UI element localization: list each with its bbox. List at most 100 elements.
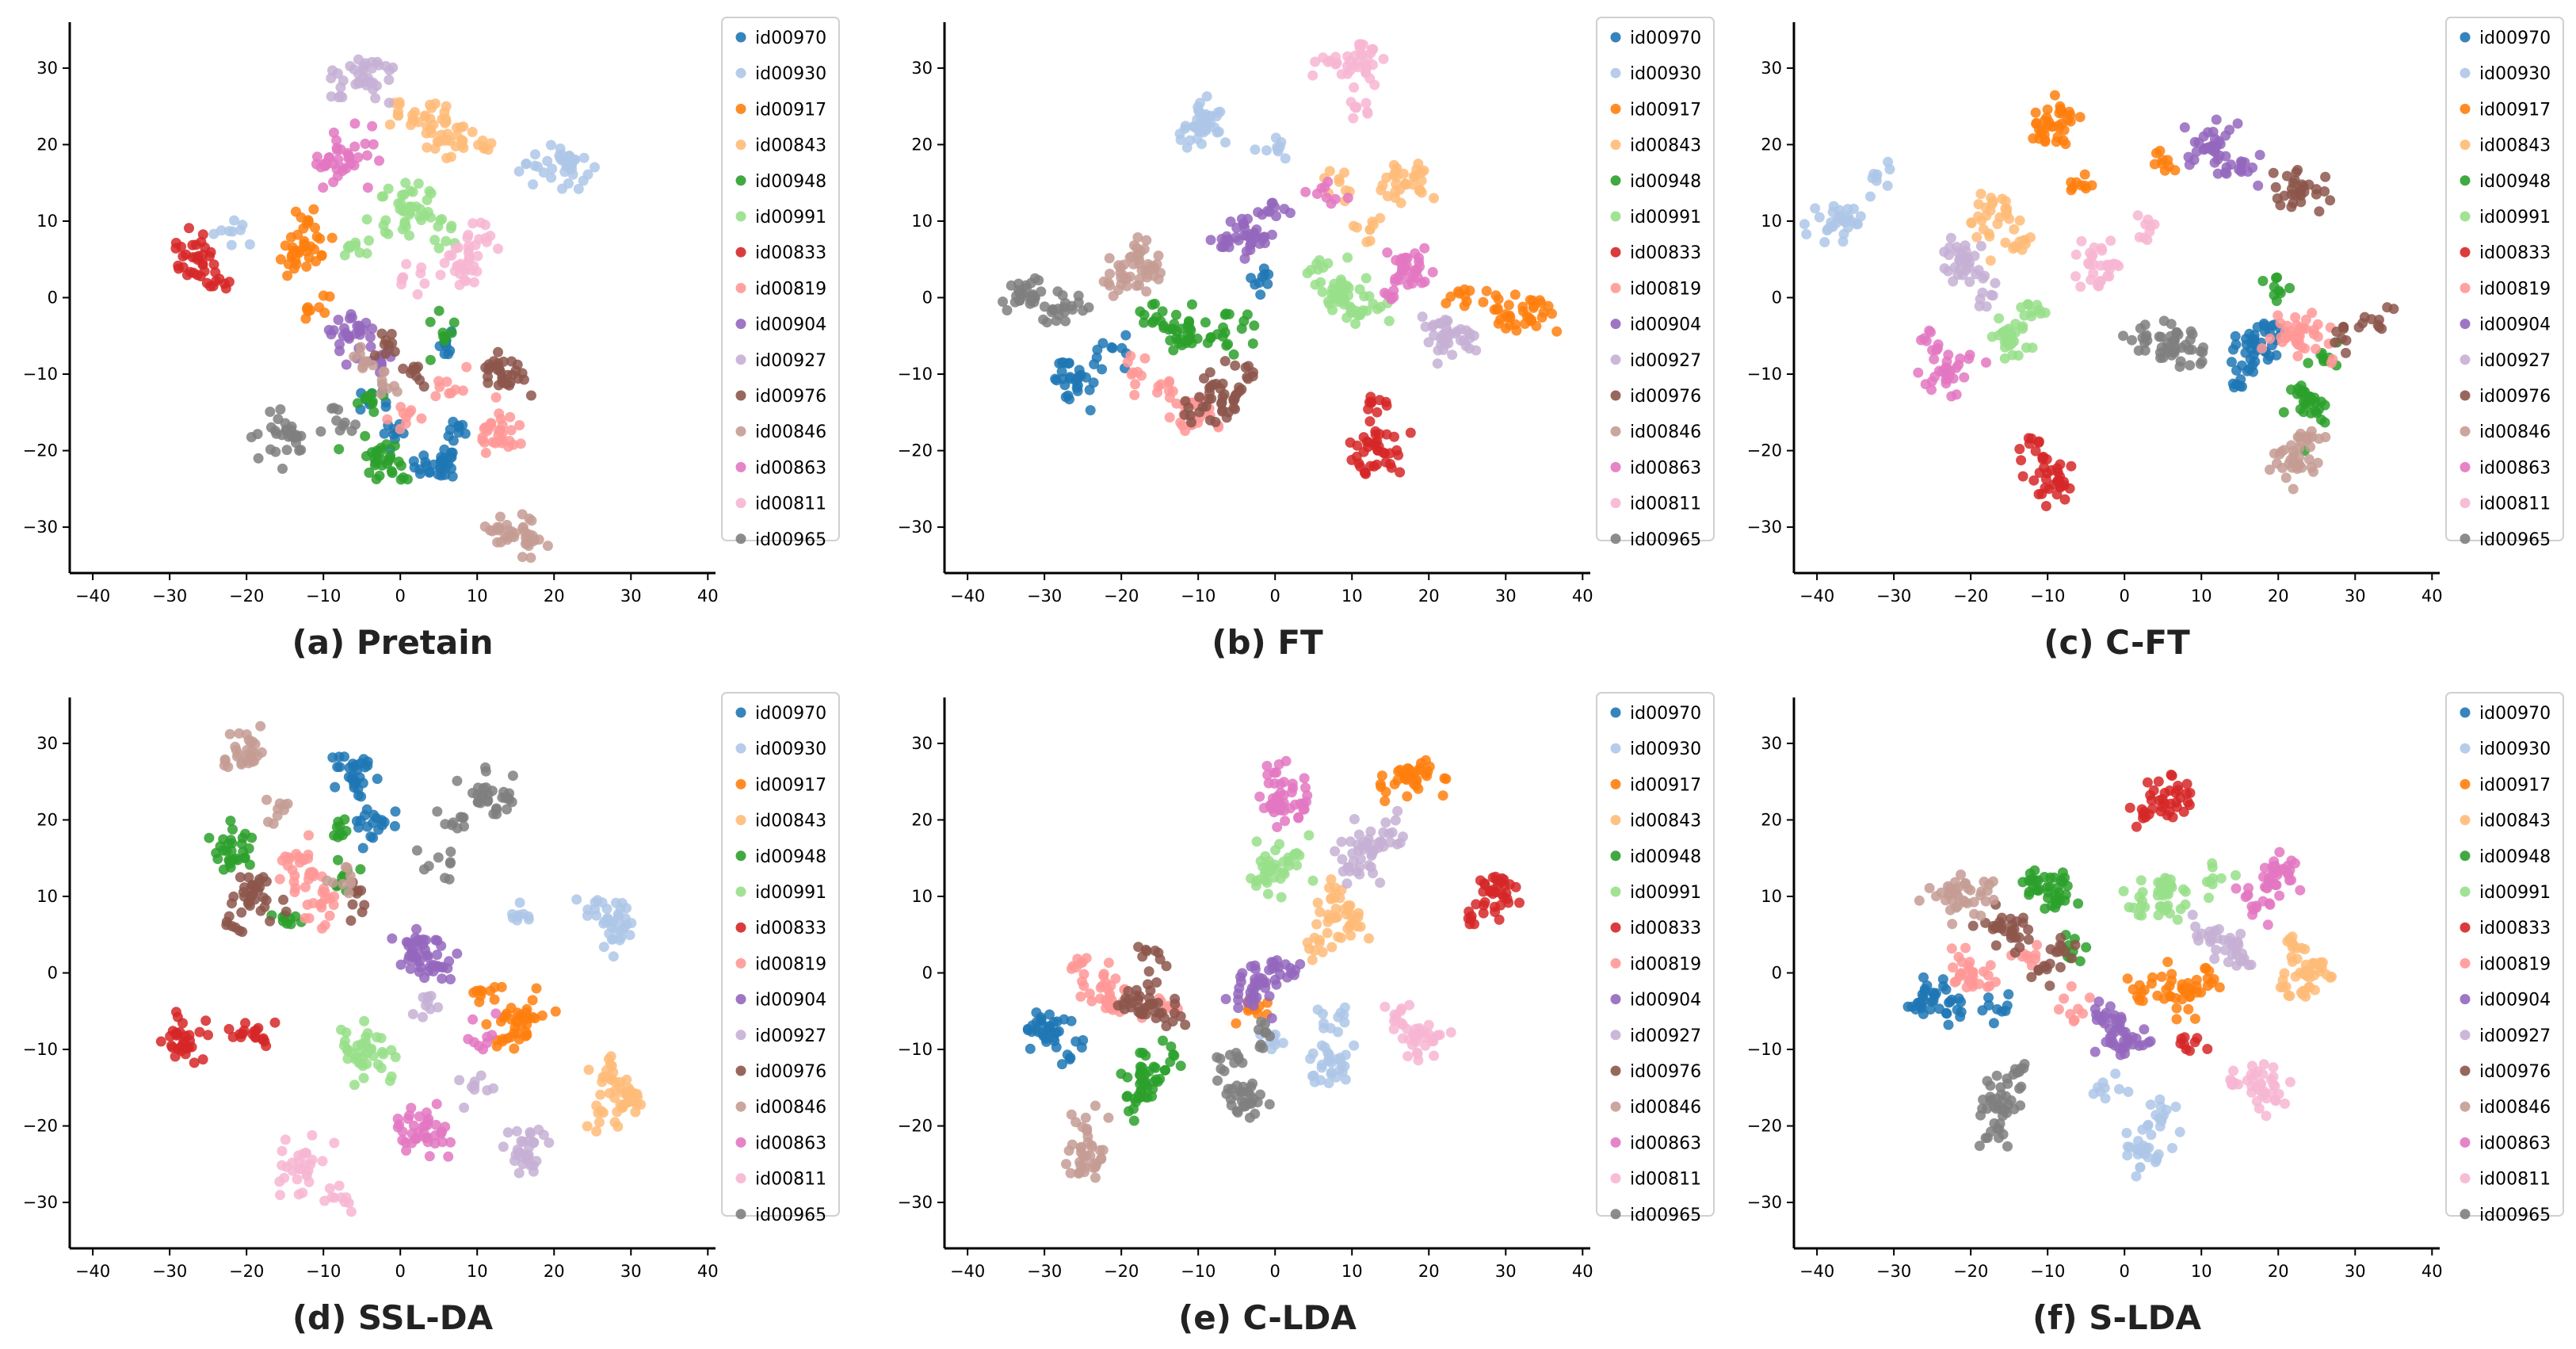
scatter-point	[1175, 1060, 1186, 1072]
scatter-point	[2284, 991, 2296, 1002]
subplot-4: −40 −30 −20 −10 0 10 20 30 40−30−20−100102030id0…	[23, 692, 840, 1337]
scatter-point	[2137, 1124, 2148, 1135]
scatter-point	[1233, 994, 1244, 1005]
legend-marker	[1610, 743, 1621, 754]
scatter-point	[331, 135, 342, 146]
legend-label: id00833	[755, 919, 826, 938]
scatter-point	[1133, 942, 1144, 953]
scatter-point	[197, 229, 208, 240]
scatter-point	[1064, 1054, 1075, 1064]
scatter-point	[605, 1074, 616, 1085]
legend-label: id00970	[1630, 704, 1701, 724]
scatter-point	[383, 228, 394, 239]
scatter-point	[1242, 213, 1253, 224]
scatter-point	[2320, 171, 2331, 182]
scatter-point	[1134, 273, 1145, 285]
subplot-caption: (b) FT	[1212, 623, 1323, 662]
scatter-point	[2148, 785, 2159, 796]
scatter-point	[1410, 266, 1422, 277]
scatter-point	[1953, 359, 1964, 370]
scatter-point	[1464, 285, 1475, 296]
scatter-point	[275, 1190, 285, 1201]
scatter-point	[364, 331, 376, 342]
scatter-point	[1994, 330, 2005, 341]
scatter-point	[2223, 936, 2234, 946]
scatter-point	[2171, 1003, 2182, 1014]
scatter-point	[1960, 942, 1971, 953]
scatter-point	[2132, 992, 2143, 1003]
scatter-point	[177, 250, 189, 262]
legend-marker	[1610, 1101, 1621, 1112]
scatter-point	[2184, 800, 2195, 811]
scatter-point	[2046, 900, 2057, 911]
scatter-point	[346, 773, 357, 784]
scatter-point	[1340, 1049, 1351, 1060]
y-tick-label: −10	[898, 1040, 933, 1059]
scatter-point	[624, 930, 635, 941]
scatter-point	[2044, 980, 2055, 992]
scatter-point	[1927, 988, 1938, 999]
scatter-point	[235, 872, 246, 883]
scatter-point	[2000, 196, 2011, 207]
scatter-point	[1547, 308, 1557, 319]
scatter-point	[2265, 333, 2276, 344]
scatter-point	[2110, 1068, 2121, 1080]
scatter-point	[2284, 458, 2295, 469]
scatter-point	[2016, 1081, 2027, 1092]
scatter-point	[353, 54, 364, 65]
scatter-point	[2166, 882, 2177, 893]
scatter-point	[2157, 801, 2168, 812]
scatter-point	[452, 775, 463, 786]
scatter-point	[1941, 1008, 1952, 1019]
scatter-point	[1429, 1050, 1440, 1061]
scatter-point	[2259, 881, 2270, 892]
scatter-point	[479, 143, 490, 154]
scatter-point	[268, 818, 279, 829]
legend-marker	[1610, 426, 1621, 437]
scatter-point	[1390, 166, 1401, 177]
x-tick-label: −30	[152, 587, 187, 606]
legend-label: id00976	[755, 387, 826, 407]
legend-label: id00819	[2479, 954, 2551, 974]
scatter-point	[1135, 1069, 1146, 1080]
scatter-point	[1276, 136, 1287, 147]
scatter-point	[2251, 1082, 2262, 1093]
scatter-point	[1270, 803, 1281, 814]
legend-marker	[1610, 354, 1621, 365]
scatter-point	[401, 1145, 412, 1156]
scatter-point	[2075, 281, 2086, 292]
scatter-point	[478, 782, 489, 793]
scatter-point	[334, 820, 345, 831]
scatter-point	[445, 346, 456, 356]
scatter-point	[380, 348, 391, 359]
subplot-1: −40 −30 −20 −10 0 10 20 30 40−30−20−100102030id0…	[23, 17, 840, 662]
scatter-point	[488, 356, 499, 367]
scatter-point	[1397, 262, 1408, 273]
scatter-point	[1882, 180, 1893, 191]
scatter-point	[2286, 440, 2297, 451]
scatter-point	[573, 183, 584, 194]
scatter-point	[1361, 97, 1372, 109]
scatter-point	[2228, 1065, 2238, 1076]
x-tick-label: −40	[1799, 1262, 1834, 1281]
scatter-point	[358, 754, 369, 765]
scatter-point	[2009, 224, 2020, 235]
scatter-point	[458, 143, 469, 153]
scatter-point	[389, 380, 399, 392]
scatter-point	[2095, 260, 2106, 271]
x-tick-label: 30	[2345, 1262, 2366, 1281]
scatter-point	[319, 1195, 330, 1206]
scatter-point	[277, 1145, 288, 1156]
scatter-point	[1925, 1004, 1936, 1015]
y-tick-label: 30	[36, 59, 58, 78]
legend-marker	[735, 707, 746, 718]
scatter-point	[436, 940, 447, 951]
scatter-point	[1065, 1167, 1076, 1179]
legend-marker	[1610, 103, 1621, 114]
legend-label: id00863	[1630, 1133, 1701, 1153]
scatter-point	[2170, 343, 2181, 354]
legend-marker	[1610, 1209, 1621, 1220]
scatter-point	[2166, 969, 2177, 980]
scatter-point	[1090, 1172, 1101, 1183]
scatter-point	[2051, 136, 2062, 147]
